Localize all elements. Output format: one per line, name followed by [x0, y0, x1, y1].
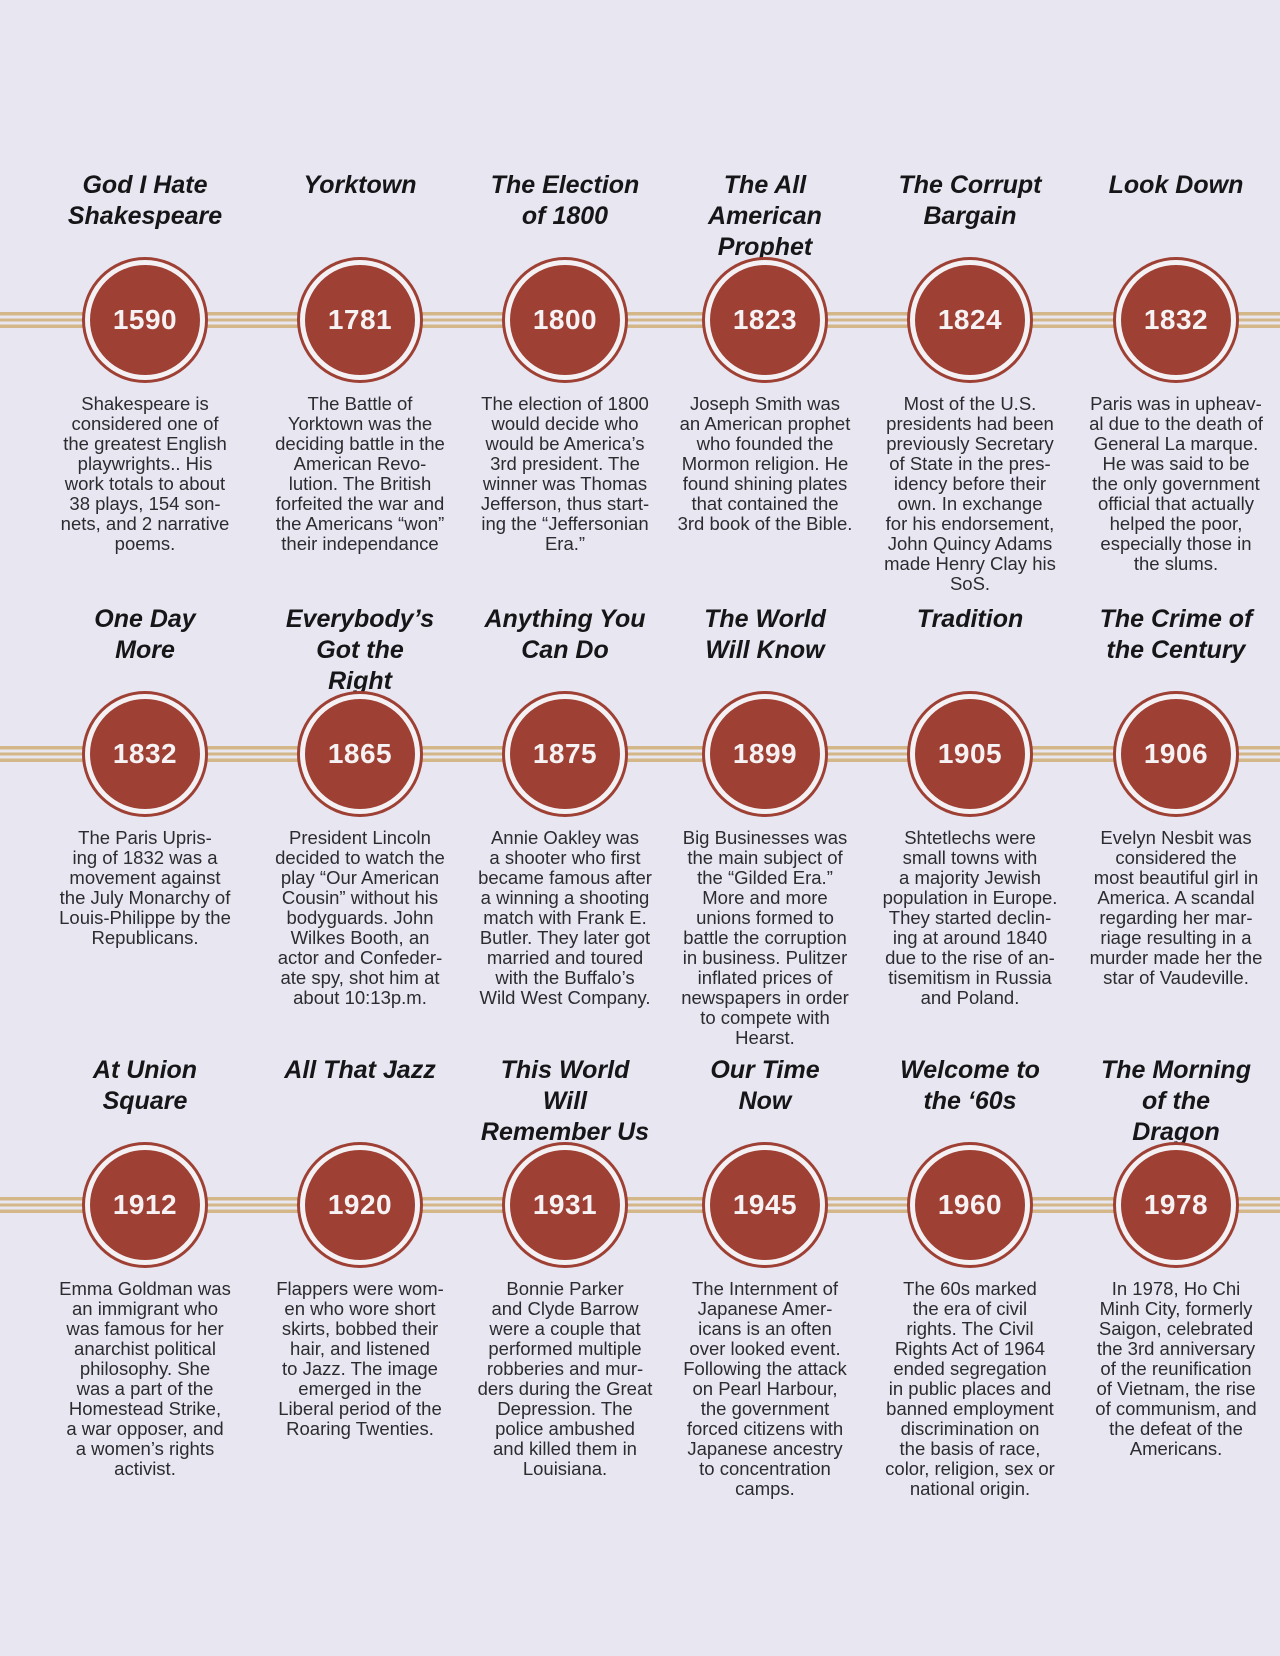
year-badge: 1920 [305, 1150, 415, 1260]
event-title: God I Hate Shakespeare [67, 171, 223, 230]
event-description: The Battle of Yorktown was the deciding … [275, 393, 445, 554]
event-description: Emma Goldman was an immigrant who was fa… [59, 1278, 231, 1479]
event-description: Joseph Smith was an American prophet who… [677, 393, 853, 534]
event-title: The Corrupt Bargain [898, 171, 1042, 230]
year-label: 1960 [937, 1189, 1003, 1220]
event-description: Evelyn Nesbit was considered the most be… [1089, 827, 1263, 988]
event-column: Anything You Can Do 1875 Annie Oakley wa… [463, 604, 667, 1008]
event-description: President Lincoln decided to watch the p… [275, 827, 445, 1008]
event-description: The Paris Upris- ing of 1832 was a movem… [59, 827, 231, 948]
event-title: At Union Square [92, 1056, 198, 1115]
year-label: 1906 [1143, 738, 1209, 769]
event-title: The Morning of the Dragon [1101, 1056, 1251, 1146]
year-label: 1824 [937, 304, 1003, 335]
event-title: One Day More [94, 605, 196, 664]
year-label: 1920 [327, 1189, 393, 1220]
event-description: The election of 1800 would decide who wo… [480, 393, 650, 554]
event-description: Annie Oakley was a shooter who first bec… [478, 827, 652, 1008]
event-description: Big Businesses was the main subject of t… [681, 827, 849, 1048]
event-title: Tradition [916, 605, 1024, 633]
event-column: The Election of 1800 1800 The election o… [463, 170, 667, 554]
event-column: Welcome to the ‘60s 1960 The 60s marked … [868, 1055, 1072, 1499]
event-title: Look Down [1108, 171, 1244, 199]
event-description: Shakespeare is considered one of the gre… [60, 393, 230, 554]
event-column: At Union Square 1912 Emma Goldman was an… [43, 1055, 247, 1479]
event-description: Most of the U.S. presidents had been pre… [884, 393, 1056, 594]
year-label: 1931 [532, 1189, 598, 1220]
event-description: Paris was in upheav- al due to the death… [1089, 393, 1263, 574]
year-label: 1905 [937, 738, 1003, 769]
event-title: The World Will Know [704, 605, 826, 664]
year-label: 1781 [327, 304, 393, 335]
year-label: 1823 [732, 304, 798, 335]
year-label: 1865 [327, 738, 393, 769]
event-column: The All American Prophet 1823 Joseph Smi… [663, 170, 867, 534]
event-column: Everybody’s Got the Right 1865 President… [258, 604, 462, 1008]
year-badge: 1912 [90, 1150, 200, 1260]
event-title: Anything You Can Do [484, 605, 646, 664]
year-badge: 1931 [510, 1150, 620, 1260]
year-label: 1832 [112, 738, 178, 769]
year-badge: 1781 [305, 265, 415, 375]
year-badge: 1960 [915, 1150, 1025, 1260]
event-title: Welcome to the ‘60s [900, 1056, 1040, 1115]
event-title: The Crime of the Century [1099, 605, 1253, 664]
year-badge: 1978 [1121, 1150, 1231, 1260]
event-title: The All American Prophet [708, 171, 822, 261]
event-column: Tradition 1905 Shtetlechs were small tow… [868, 604, 1072, 1008]
year-label: 1912 [112, 1189, 178, 1220]
event-column: One Day More 1832 The Paris Upris- ing o… [43, 604, 247, 948]
year-label: 1800 [532, 304, 598, 335]
year-badge: 1905 [915, 699, 1025, 809]
event-title: Everybody’s Got the Right [285, 605, 435, 695]
year-label: 1899 [732, 738, 798, 769]
event-column: God I Hate Shakespeare 1590 Shakespeare … [43, 170, 247, 554]
year-label: 1832 [1143, 304, 1209, 335]
event-column: Our Time Now 1945 The Internment of Japa… [663, 1055, 867, 1499]
event-column: This World Will Remember Us 1931 Bonnie … [463, 1055, 667, 1479]
event-column: Look Down 1832 Paris was in upheav- al d… [1074, 170, 1278, 574]
event-description: Flappers were wom- en who wore short ski… [276, 1278, 444, 1439]
year-label: 1590 [112, 304, 178, 335]
event-column: Yorktown 1781 The Battle of Yorktown was… [258, 170, 462, 554]
year-badge: 1823 [710, 265, 820, 375]
event-description: Shtetlechs were small towns with a major… [882, 827, 1058, 1008]
event-column: The World Will Know 1899 Big Businesses … [663, 604, 867, 1048]
year-badge: 1875 [510, 699, 620, 809]
event-description: In 1978, Ho Chi Minh City, formerly Saig… [1095, 1278, 1257, 1459]
event-description: The 60s marked the era of civil rights. … [885, 1278, 1055, 1499]
event-column: The Crime of the Century 1906 Evelyn Nes… [1074, 604, 1278, 988]
event-description: Bonnie Parker and Clyde Barrow were a co… [477, 1278, 653, 1479]
event-column: All That Jazz 1920 Flappers were wom- en… [258, 1055, 462, 1439]
year-badge: 1865 [305, 699, 415, 809]
year-badge: 1590 [90, 265, 200, 375]
year-badge: 1832 [90, 699, 200, 809]
event-column: The Corrupt Bargain 1824 Most of the U.S… [868, 170, 1072, 594]
year-badge: 1824 [915, 265, 1025, 375]
year-badge: 1906 [1121, 699, 1231, 809]
event-title: Our Time Now [710, 1056, 820, 1115]
event-title: The Election of 1800 [490, 171, 640, 230]
event-title: All That Jazz [284, 1056, 436, 1084]
year-label: 1945 [732, 1189, 798, 1220]
year-badge: 1832 [1121, 265, 1231, 375]
year-badge: 1899 [710, 699, 820, 809]
year-badge: 1800 [510, 265, 620, 375]
year-label: 1978 [1143, 1189, 1209, 1220]
event-title: Yorktown [303, 171, 417, 199]
year-label: 1875 [532, 738, 598, 769]
event-title: This World Will Remember Us [480, 1056, 650, 1146]
event-description: The Internment of Japanese Amer- icans i… [683, 1278, 847, 1499]
year-badge: 1945 [710, 1150, 820, 1260]
event-column: The Morning of the Dragon 1978 In 1978, … [1074, 1055, 1278, 1459]
